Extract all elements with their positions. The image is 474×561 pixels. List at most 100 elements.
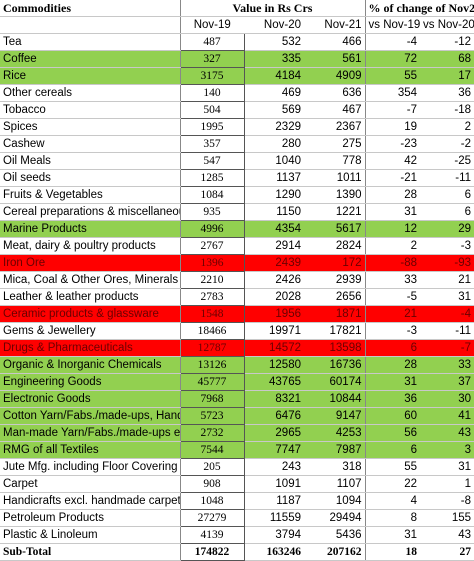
commodity-name: Man-made Yarn/Fabs./made-ups etc [0,424,180,443]
col-header-nov19: Nov-19 [179,16,244,35]
value-nov20: 1040 [244,152,304,171]
change-vs-nov19: 19 [364,118,420,137]
table-row: Cereal preparations & miscellaneous 935 11… [0,203,474,222]
value-nov19: 487 [179,33,245,52]
table-row: Carpet 908 1091 1107 22 1 [0,475,474,494]
table-row: RMG of all Textiles 7544 7747 7987 6 3 [0,441,474,460]
table-row: Jute Mfg. including Floor Covering 205 243… [0,458,474,477]
blank-header-cell [0,16,180,35]
value-nov20: 1290 [244,186,304,205]
value-nov19: 3175 [179,67,245,86]
col-header-nov20: Nov-20 [244,16,304,35]
value-nov19: 935 [179,203,245,222]
change-vs-nov19: 8 [364,509,420,528]
table-row: Other cereals 140 469 636 354 36 [0,84,474,103]
value-nov19: 7544 [179,441,245,460]
value-nov19: 547 [179,152,245,171]
subtotal-row: Sub-Total 174822 163246 207162 18 27 [0,543,474,561]
header-row-columns: Nov-19 Nov-20 Nov-21 vs Nov-19 vs Nov-20 [0,16,474,35]
commodity-name: Organic & Inorganic Chemicals [0,356,180,375]
change-vs-nov20: 37 [420,373,474,392]
commodities-header: Commodities [0,0,180,18]
change-vs-nov19: 28 [364,186,420,205]
value-nov21: 1221 [304,203,365,222]
commodity-name: Jute Mfg. including Floor Covering [0,458,180,477]
change-vs-nov19: 12 [364,220,420,239]
value-nov20: 569 [244,101,304,120]
change-vs-nov20: -25 [420,152,474,171]
table-row: Marine Products 4996 4354 5617 12 29 [0,220,474,239]
change-vs-nov20: 31 [420,288,474,307]
value-nov21: 1390 [304,186,365,205]
commodity-name: Ceramic products & glassware [0,305,180,324]
change-vs-nov19: 42 [364,152,420,171]
subtotal-vs-nov19: 18 [364,543,420,561]
header-row-groups: Commodities Value in Rs Crs % of change … [0,0,474,18]
change-vs-nov20: -11 [420,169,474,188]
value-nov21: 9147 [304,407,365,426]
value-nov21: 1107 [304,475,365,494]
value-nov21: 2939 [304,271,365,290]
value-nov21: 467 [304,101,365,120]
subtotal-label: Sub-Total [0,543,180,561]
subtotal-nov19: 174822 [179,543,245,561]
commodity-name: Cotton Yarn/Fabs./made-ups, Handl [0,407,180,426]
table-row: Gems & Jewellery 18466 19971 17821 -3 -11 [0,322,474,341]
table-row: Spices 1995 2329 2367 19 2 [0,118,474,137]
table-row: Rice 3175 4184 4909 55 17 [0,67,474,86]
value-nov21: 275 [304,135,365,154]
table-row: Organic & Inorganic Chemicals 13126 12580 1… [0,356,474,375]
value-nov20: 3794 [244,526,304,545]
commodity-name: Oil Meals [0,152,180,171]
value-nov21: 2656 [304,288,365,307]
table-row: Plastic & Linoleum 4139 3794 5436 31 43 [0,526,474,545]
value-nov19: 1548 [179,305,245,324]
change-vs-nov20: 31 [420,458,474,477]
value-nov19: 1084 [179,186,245,205]
change-vs-nov19: 56 [364,424,420,443]
change-vs-nov20: 2 [420,118,474,137]
commodity-name: Plastic & Linoleum [0,526,180,545]
commodity-name: Tobacco [0,101,180,120]
value-nov20: 335 [244,50,304,69]
change-vs-nov20: 21 [420,271,474,290]
change-vs-nov20: -12 [420,33,474,52]
commodity-name: Fruits & Vegetables [0,186,180,205]
commodity-name: Other cereals [0,84,180,103]
change-vs-nov19: -4 [364,33,420,52]
value-nov20: 2426 [244,271,304,290]
value-nov20: 1150 [244,203,304,222]
value-nov20: 7747 [244,441,304,460]
value-nov21: 29494 [304,509,365,528]
value-nov21: 10844 [304,390,365,409]
table-row: Tobacco 504 569 467 -7 -18 [0,101,474,120]
commodity-name: Electronic Goods [0,390,180,409]
col-header-vs-nov19: vs Nov-19 [364,16,420,35]
value-nov19: 18466 [179,322,245,341]
value-nov21: 17821 [304,322,365,341]
value-nov19: 2767 [179,237,245,256]
value-nov21: 2824 [304,237,365,256]
table-row: Handicrafts excl. handmade carpet 1048 118… [0,492,474,511]
commodity-name: Rice [0,67,180,86]
commodity-name: RMG of all Textiles [0,441,180,460]
value-nov21: 13598 [304,339,365,358]
commodity-name: Handicrafts excl. handmade carpet [0,492,180,511]
subtotal-nov20: 163246 [244,543,304,561]
table-row: Petroleum Products 27279 11559 29494 8 155 [0,509,474,528]
change-vs-nov20: 30 [420,390,474,409]
change-group-header: % of change of Nov21 [364,0,474,18]
table-row: Oil Meals 547 1040 778 42 -25 [0,152,474,171]
change-vs-nov20: -93 [420,254,474,273]
value-nov20: 469 [244,84,304,103]
change-vs-nov20: 6 [420,186,474,205]
commodity-name: Cereal preparations & miscellaneous [0,203,180,222]
col-header-vs-nov20: vs Nov-20 [420,16,474,35]
value-nov20: 11559 [244,509,304,528]
commodity-name: Marine Products [0,220,180,239]
subtotal-vs-nov20: 27 [420,543,474,561]
change-vs-nov19: -23 [364,135,420,154]
change-vs-nov19: 6 [364,441,420,460]
value-nov21: 466 [304,33,365,52]
